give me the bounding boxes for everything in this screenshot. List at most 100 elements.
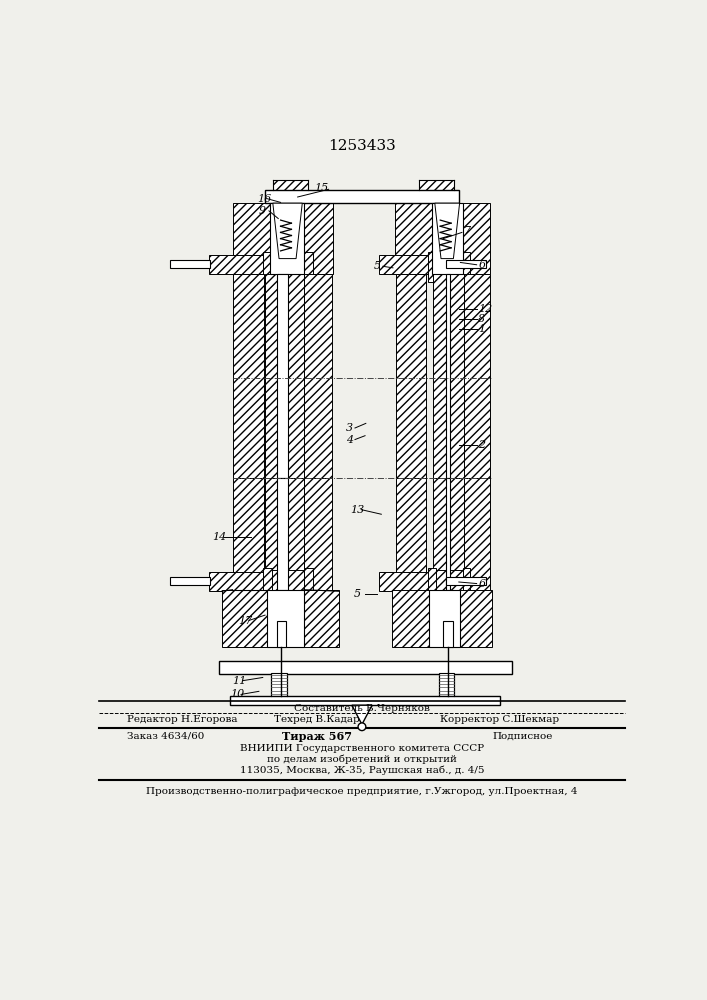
Bar xyxy=(265,190,459,203)
Bar xyxy=(270,253,304,278)
Bar xyxy=(233,203,270,274)
Text: Производственно-полиграфическое предприятие, г.Ужгород, ул.Проектная, 4: Производственно-полиграфическое предприя… xyxy=(146,787,578,796)
Bar xyxy=(462,252,470,282)
Text: 15: 15 xyxy=(315,183,329,193)
Text: по делам изобретений и открытий: по делам изобретений и открытий xyxy=(267,754,457,764)
Text: 113035, Москва, Ж-35, Раушская наб., д. 4/5: 113035, Москва, Ж-35, Раушская наб., д. … xyxy=(240,765,484,775)
Bar xyxy=(233,274,264,478)
Bar xyxy=(230,696,500,705)
Text: 10: 10 xyxy=(230,689,245,699)
Text: 5: 5 xyxy=(373,261,380,271)
Text: 3: 3 xyxy=(346,423,353,433)
Bar xyxy=(445,274,450,478)
Bar xyxy=(396,478,426,590)
Polygon shape xyxy=(435,203,460,259)
Bar xyxy=(263,252,272,282)
Bar xyxy=(396,274,426,478)
Text: Тираж 567: Тираж 567 xyxy=(282,730,352,742)
Bar xyxy=(270,203,304,274)
Bar xyxy=(271,673,287,696)
Bar xyxy=(218,661,512,674)
Text: 7: 7 xyxy=(464,226,471,236)
Text: Техред В.Кадар: Техред В.Кадар xyxy=(274,715,360,724)
Bar xyxy=(460,590,492,647)
Bar xyxy=(445,478,450,590)
Bar xyxy=(273,180,308,190)
Bar xyxy=(269,190,312,203)
Bar xyxy=(438,673,454,696)
Bar xyxy=(433,478,445,590)
Text: Редактор Н.Егорова: Редактор Н.Егорова xyxy=(127,715,238,724)
Bar xyxy=(304,252,313,282)
Text: Корректор С.Шекмар: Корректор С.Шекмар xyxy=(440,715,559,724)
Text: 1253433: 1253433 xyxy=(328,139,396,153)
Text: 1: 1 xyxy=(478,324,485,334)
Bar xyxy=(265,274,277,478)
Text: 6: 6 xyxy=(478,260,485,270)
Bar xyxy=(304,203,333,274)
Bar xyxy=(429,590,460,647)
Bar xyxy=(304,478,332,590)
Text: Заказ 4634/60: Заказ 4634/60 xyxy=(127,732,204,740)
Bar xyxy=(443,620,452,647)
Text: ВНИИПИ Государственного комитета СССР: ВНИИПИ Государственного комитета СССР xyxy=(240,744,484,753)
Bar xyxy=(428,661,467,674)
Bar xyxy=(445,577,486,585)
Text: 11: 11 xyxy=(233,676,247,686)
Text: 12: 12 xyxy=(478,304,493,314)
Bar xyxy=(416,190,458,203)
Bar xyxy=(428,252,436,282)
Text: 6: 6 xyxy=(478,579,485,589)
Polygon shape xyxy=(352,705,372,724)
Bar xyxy=(304,274,332,478)
Text: 9: 9 xyxy=(259,206,266,216)
Bar xyxy=(263,568,272,596)
Text: Составитель В.Черняков: Составитель В.Черняков xyxy=(294,704,430,713)
Bar xyxy=(209,255,282,274)
Bar xyxy=(304,568,313,596)
Bar xyxy=(433,274,445,478)
Bar xyxy=(462,568,470,596)
Bar xyxy=(170,577,210,585)
Text: 4: 4 xyxy=(346,435,353,445)
Text: 8: 8 xyxy=(478,314,485,324)
Bar xyxy=(462,274,490,478)
Text: Подписное: Подписное xyxy=(492,732,553,740)
Bar xyxy=(265,661,304,674)
Bar xyxy=(395,203,432,274)
Text: 5: 5 xyxy=(354,589,361,599)
Bar xyxy=(209,572,282,591)
Bar xyxy=(462,203,490,274)
Text: 16: 16 xyxy=(257,194,271,204)
Bar xyxy=(450,478,464,590)
Bar xyxy=(288,274,304,478)
Circle shape xyxy=(358,723,366,731)
Bar xyxy=(462,478,490,590)
Bar xyxy=(432,203,462,274)
Bar xyxy=(277,478,288,590)
Bar xyxy=(379,255,452,274)
Bar xyxy=(419,180,454,190)
Text: 13: 13 xyxy=(351,505,365,515)
Bar xyxy=(276,620,286,647)
Text: 17: 17 xyxy=(238,615,252,626)
Bar xyxy=(233,478,264,590)
Bar xyxy=(379,572,452,591)
Bar xyxy=(267,590,304,647)
Polygon shape xyxy=(273,203,303,259)
Bar xyxy=(428,568,436,596)
Text: 14: 14 xyxy=(212,532,227,542)
Bar xyxy=(288,478,304,590)
Bar xyxy=(277,274,288,478)
Text: 2: 2 xyxy=(478,440,485,450)
Bar xyxy=(432,570,462,596)
Bar xyxy=(265,570,304,596)
Bar xyxy=(392,590,429,647)
Bar xyxy=(450,274,464,478)
Bar xyxy=(304,590,339,647)
Bar xyxy=(445,260,486,268)
Bar xyxy=(432,253,462,278)
Bar xyxy=(170,260,210,268)
Bar xyxy=(222,590,267,647)
Bar xyxy=(265,478,277,590)
